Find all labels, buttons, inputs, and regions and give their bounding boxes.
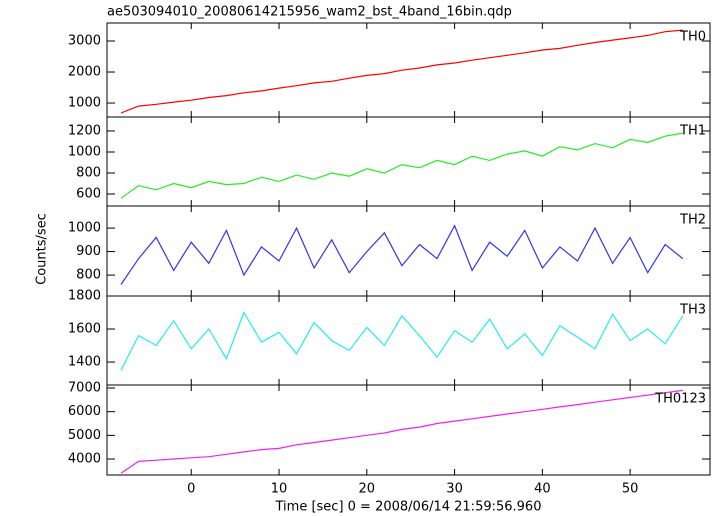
- series-label: TH2: [679, 213, 706, 228]
- y-tick-label: 1000: [68, 96, 101, 111]
- x-axis-label: Time [sec] 0 = 2008/06/14 21:59:56.960: [275, 500, 542, 515]
- x-tick-label: 20: [359, 482, 376, 497]
- data-line: [120, 389, 683, 474]
- x-tick-label: 50: [622, 482, 639, 497]
- series-label: TH1: [679, 124, 706, 139]
- data-line: [120, 29, 683, 114]
- data-line: [120, 224, 684, 285]
- panel-frame: [106, 116, 711, 207]
- series-label: TH0123: [654, 392, 706, 407]
- panel-frame: [106, 22, 711, 118]
- series-label: TH0: [679, 30, 706, 45]
- y-tick-label: 3000: [68, 33, 101, 48]
- y-tick-label: 6000: [68, 404, 101, 419]
- y-tick-label: 1200: [68, 123, 101, 138]
- y-tick-label: 1400: [68, 355, 101, 370]
- panel-frame: [106, 205, 711, 297]
- x-tick-label: 30: [446, 482, 463, 497]
- y-tick-label: 5000: [68, 428, 101, 443]
- y-axis-label: Counts/sec: [35, 213, 50, 285]
- y-tick-label: 2000: [68, 65, 101, 80]
- chart-title: ae503094010_20080614215956_wam2_bst_4ban…: [107, 5, 512, 20]
- y-tick-label: 600: [76, 187, 101, 202]
- panel-frame: [106, 295, 711, 386]
- y-tick-label: 900: [76, 244, 101, 259]
- y-tick-label: 1600: [68, 322, 101, 337]
- y-tick-label: 1000: [68, 221, 101, 236]
- y-tick-label: 800: [76, 166, 101, 181]
- series-label: TH3: [679, 303, 706, 318]
- y-tick-label: 1000: [68, 144, 101, 159]
- data-line: [120, 311, 684, 371]
- y-tick-label: 7000: [68, 381, 101, 396]
- x-tick-label: 10: [271, 482, 288, 497]
- y-tick-label: 800: [76, 268, 101, 283]
- y-tick-label: 4000: [68, 452, 101, 467]
- data-line: [120, 132, 683, 199]
- y-tick-label: 1800: [68, 289, 101, 304]
- x-tick-label: 0: [187, 482, 195, 497]
- x-tick-label: 40: [534, 482, 551, 497]
- panel-frame: [106, 384, 711, 476]
